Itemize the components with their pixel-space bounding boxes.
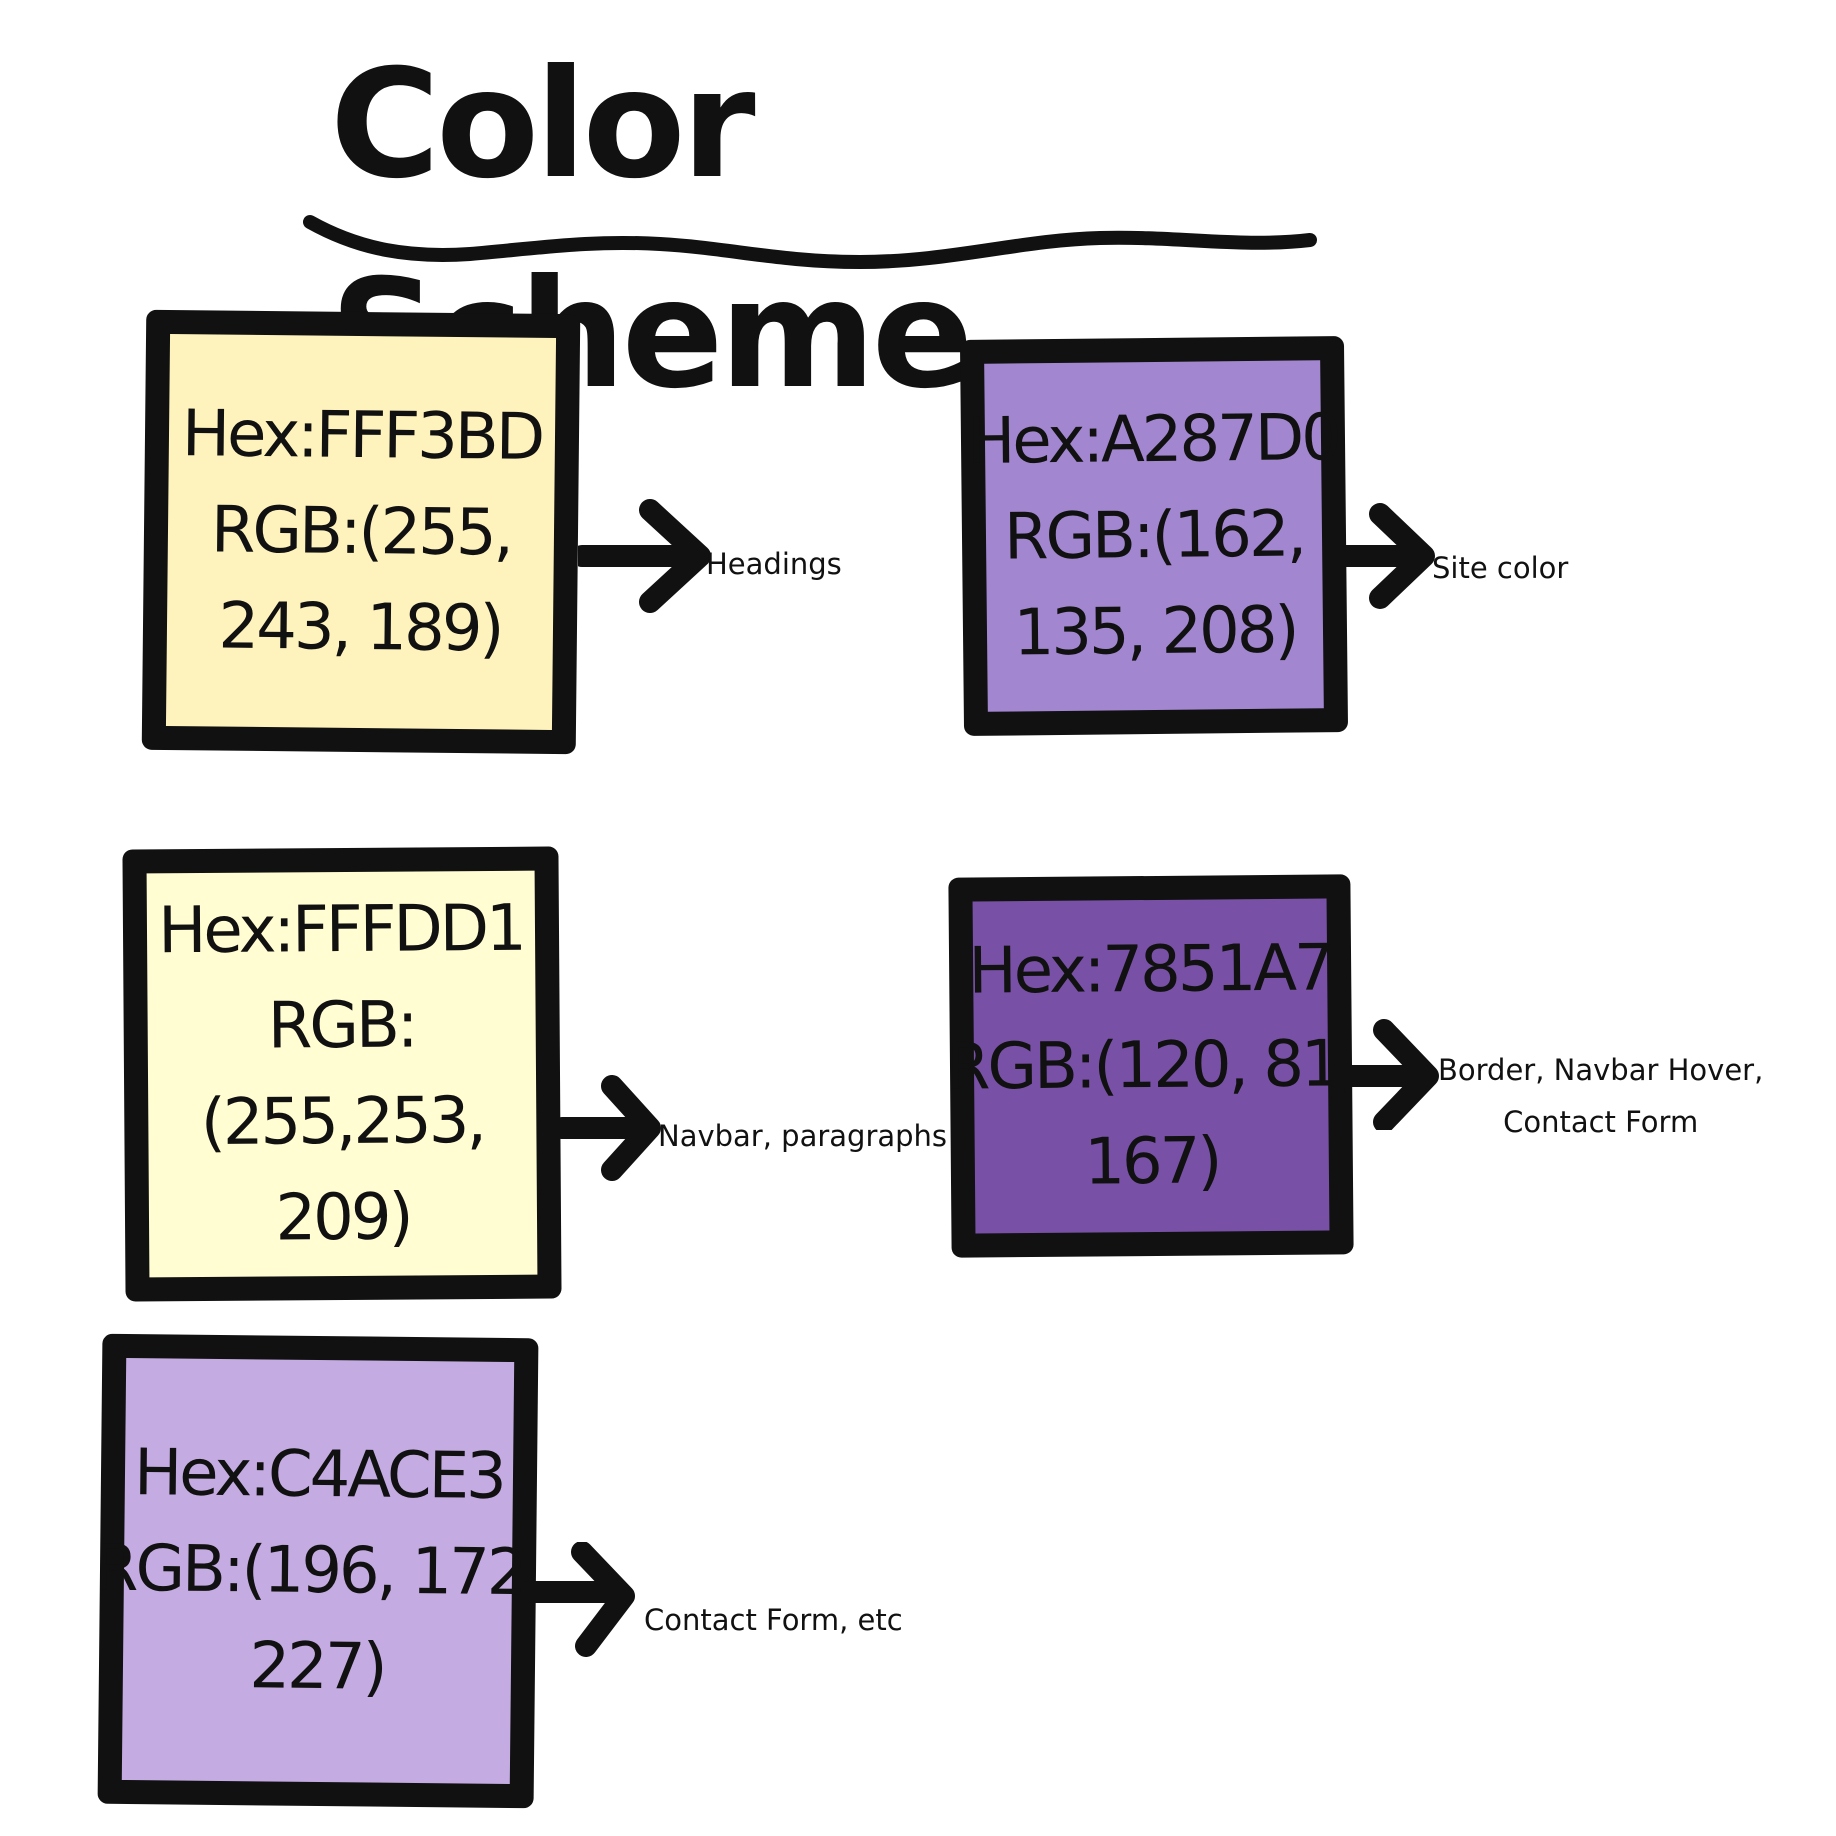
- usage-line: Headings: [706, 547, 842, 581]
- usage-line: Navbar, paragraphs: [658, 1119, 948, 1153]
- rgb-code: RGB:(255,: [210, 493, 512, 571]
- right-arrow-icon: [1340, 503, 1435, 609]
- usage-label: Contact Form, etc: [644, 1594, 903, 1646]
- page-title: Color Scheme: [330, 38, 974, 422]
- right-arrow-icon: [1334, 1019, 1439, 1130]
- color-swatch: Hex:A287D0 RGB:(162, 135, 208): [959, 336, 1349, 736]
- color-swatch: Hex:FFFDD1 RGB: (255,253, 209): [122, 846, 562, 1302]
- usage-label: Headings: [706, 538, 842, 590]
- color-swatch: Hex:7851A7 RGB:(120, 81, 167): [946, 874, 1356, 1258]
- color-swatch: Hex:C4ACE3 RGB:(196, 172, 227): [94, 1333, 542, 1809]
- rgb-code: (255,253,: [200, 1084, 485, 1160]
- rgb-code: 167): [1083, 1124, 1220, 1200]
- hex-code: Hex:FFF3BD: [181, 397, 543, 475]
- color-swatch: Hex:FFF3BD RGB:(255, 243, 189): [141, 309, 581, 755]
- usage-label: Border, Navbar Hover, Contact Form: [1438, 1044, 1763, 1148]
- rgb-code: RGB:(120, 81,: [945, 1027, 1357, 1105]
- right-arrow-icon: [524, 1542, 635, 1657]
- rgb-code: 135, 208): [1013, 593, 1297, 671]
- right-arrow-icon: [558, 1075, 661, 1181]
- rgb-code: RGB:(196, 172,: [93, 1531, 543, 1611]
- right-arrow-icon: [578, 499, 711, 613]
- usage-line: Contact Form, etc: [644, 1603, 903, 1637]
- rgb-code: 227): [249, 1629, 385, 1705]
- usage-line: Contact Form: [1503, 1105, 1699, 1139]
- usage-label: Site color: [1432, 542, 1568, 594]
- hex-code: Hex:7851A7: [968, 931, 1333, 1009]
- usage-line: Site color: [1432, 551, 1569, 585]
- rgb-code: RGB:(162,: [1003, 497, 1305, 575]
- rgb-code: RGB:: [267, 988, 416, 1064]
- hex-code: Hex:FFFDD1: [157, 891, 525, 969]
- hex-code: Hex:A287D0: [966, 401, 1340, 479]
- hex-code: Hex:C4ACE3: [133, 1436, 505, 1514]
- title-wavy-underline: [303, 215, 1317, 270]
- rgb-code: 243, 189): [218, 589, 502, 667]
- usage-line: Border, Navbar Hover,: [1438, 1053, 1764, 1087]
- rgb-code: 209): [275, 1180, 411, 1256]
- usage-label: Navbar, paragraphs: [658, 1110, 947, 1162]
